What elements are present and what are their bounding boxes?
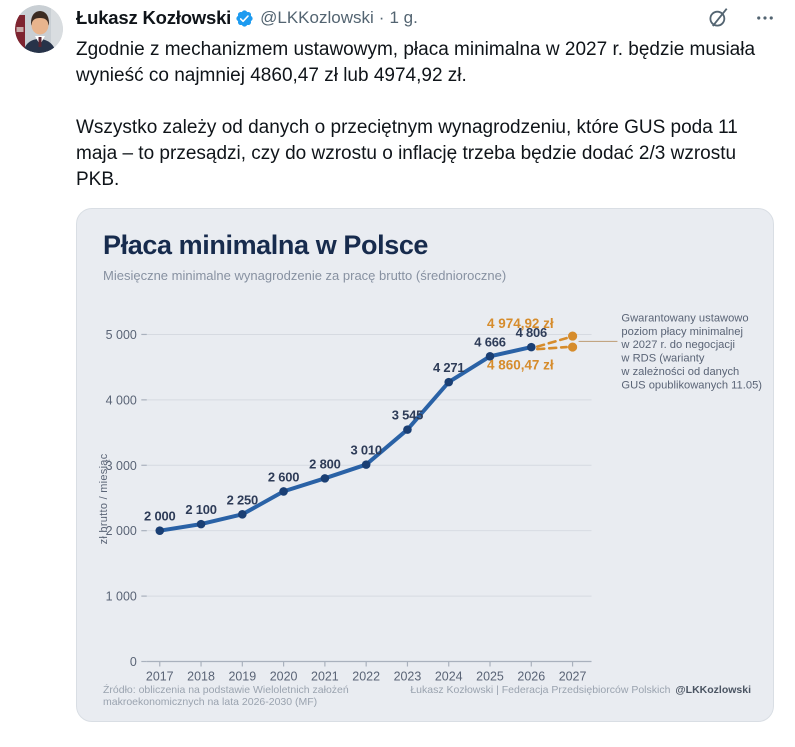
tweet-header: Łukasz Kozłowski @LKKozlowski · 1 g. xyxy=(76,5,787,31)
grok-icon xyxy=(709,8,728,27)
timestamp[interactable]: 1 g. xyxy=(389,8,418,27)
avatar-image xyxy=(15,5,63,53)
projection-label-lower: 4 860,47 zł xyxy=(487,358,554,373)
annotation-line: GUS opublikowanych 11.05) xyxy=(621,379,762,391)
y-tick-label: 2 000 xyxy=(106,524,137,538)
data-label: 4 806 xyxy=(516,325,547,340)
annotation-line: w zależności od danych xyxy=(620,366,739,378)
projection-dash-upper xyxy=(535,336,568,348)
data-point xyxy=(444,377,454,387)
tweet-content: Łukasz Kozłowski @LKKozlowski · 1 g. xyxy=(76,5,787,722)
avatar[interactable] xyxy=(15,5,63,53)
data-label: 2 250 xyxy=(227,492,258,507)
projection-dash-lower xyxy=(535,345,568,351)
x-tick-label: 2025 xyxy=(476,669,504,683)
data-label: 2 800 xyxy=(309,456,340,471)
y-tick-label: 0 xyxy=(130,655,137,669)
x-tick-label: 2023 xyxy=(394,669,422,683)
chart-credit: Łukasz Kozłowski | Federacja Przedsiębio… xyxy=(410,684,751,696)
data-point xyxy=(196,519,206,529)
x-tick-label: 2024 xyxy=(435,669,463,683)
data-label: 2 600 xyxy=(268,469,299,484)
chart-card[interactable]: Płaca minimalna w Polsce Miesięczne mini… xyxy=(76,208,774,722)
ellipsis-icon xyxy=(757,16,773,20)
x-tick-label: 2017 xyxy=(146,669,174,683)
annotation-line: Gwarantowany ustawowo xyxy=(621,312,748,324)
chart-footer: Źródło: obliczenia na podstawie Wielolet… xyxy=(77,684,773,721)
x-tick-label: 2020 xyxy=(270,669,298,683)
data-point xyxy=(155,526,165,535)
data-point xyxy=(238,510,247,519)
data-label: 3 545 xyxy=(392,408,423,423)
data-point xyxy=(485,352,495,361)
annotation-line: w 2027 r. do negocjacji xyxy=(620,339,735,351)
projection-label-upper: 4 974,92 zł xyxy=(487,316,554,331)
grok-button[interactable] xyxy=(707,7,729,29)
chart-source: Źródło: obliczenia na podstawie Wielolet… xyxy=(103,684,349,708)
author-name[interactable]: Łukasz Kozłowski xyxy=(76,7,232,28)
y-tick-label: 4 000 xyxy=(106,393,137,407)
wage-line xyxy=(157,345,534,533)
more-button[interactable] xyxy=(755,8,775,28)
x-tick-label: 2022 xyxy=(352,669,380,683)
data-label: 4 271 xyxy=(433,360,464,375)
avatar-column xyxy=(15,5,76,722)
y-tick-label: 3 000 xyxy=(106,459,137,473)
verified-badge-icon xyxy=(235,9,254,28)
line-chart-svg: 0 1 000 2 000 3 000 4 000 5 000 2017 2018 2019 20… xyxy=(98,312,762,683)
x-tick-label: 2026 xyxy=(517,669,545,683)
data-label: 4 666 xyxy=(474,334,505,349)
y-axis-label: zł brutto / miesiąc xyxy=(98,453,110,544)
projection-point-upper xyxy=(567,331,578,341)
chart-title: Płaca minimalna w Polsce xyxy=(103,230,429,260)
data-point xyxy=(279,487,288,496)
chart-credit-handle: @LKKozlowski xyxy=(675,684,751,696)
chart-subtitle: Miesięczne minimalne wynagrodzenie za pr… xyxy=(103,268,507,283)
x-tick-label: 2018 xyxy=(187,669,215,683)
projection-point-lower xyxy=(567,342,578,352)
tweet-paragraph-2: Wszystko zależy od danych o przeciętnym … xyxy=(76,117,738,190)
annotation-line: poziom płacy minimalnej xyxy=(621,326,743,338)
x-tick-label: 2027 xyxy=(559,669,587,683)
data-point xyxy=(361,460,371,469)
author-handle[interactable]: @LKKozlowski xyxy=(260,8,374,27)
data-label: 2 100 xyxy=(185,502,216,517)
tweet: Łukasz Kozłowski @LKKozlowski · 1 g. xyxy=(15,5,787,722)
tweet-paragraph-1: Zgodnie z mechanizmem ustawowym, płaca m… xyxy=(76,39,756,86)
data-label: 3 010 xyxy=(350,443,381,458)
data-point xyxy=(527,342,536,352)
data-point xyxy=(403,425,412,434)
data-label: 2 000 xyxy=(144,509,175,524)
tweet-body: Zgodnie z mechanizmem ustawowym, płaca m… xyxy=(76,37,776,193)
header-separator: · xyxy=(378,8,385,27)
x-tick-label: 2019 xyxy=(228,669,256,683)
annotation-line: w RDS (warianty xyxy=(620,353,704,365)
line-chart: 0 1 000 2 000 3 000 4 000 5 000 2017 2018 2019 20… xyxy=(77,299,773,684)
x-tick-label: 2021 xyxy=(311,669,339,683)
y-tick-label: 1 000 xyxy=(106,590,137,604)
data-point xyxy=(320,474,330,483)
y-tick-label: 5 000 xyxy=(106,328,137,342)
